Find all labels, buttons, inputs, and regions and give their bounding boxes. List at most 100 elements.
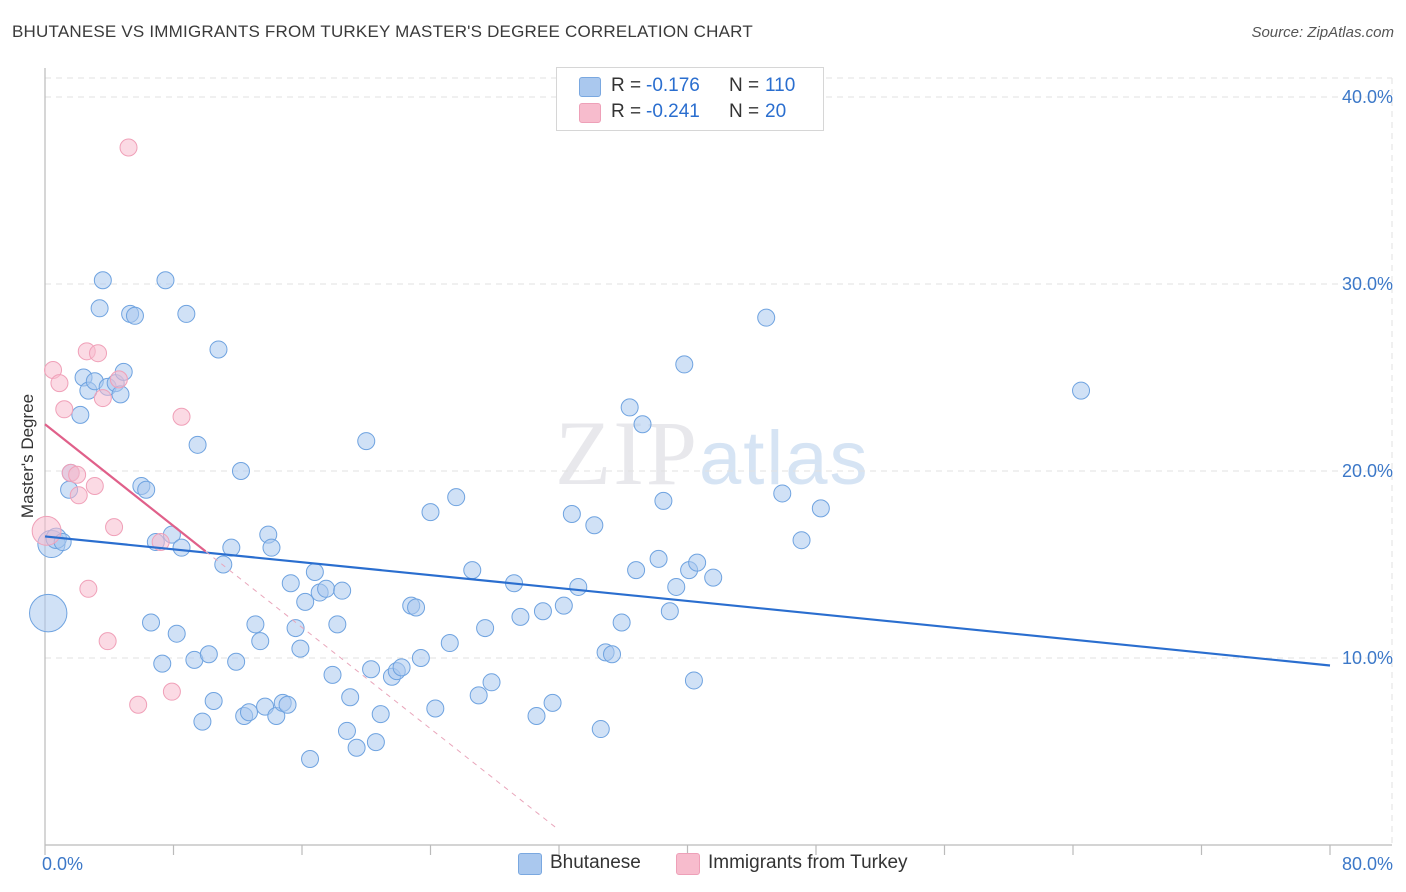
- point-turkey: [93, 389, 112, 408]
- point-turkey: [89, 344, 108, 363]
- data-points: [29, 138, 1091, 768]
- legend-swatch-turkey: [579, 103, 601, 123]
- point-bhutanese: [476, 619, 495, 638]
- point-bhutanese: [167, 624, 186, 643]
- point-bhutanese: [246, 615, 265, 634]
- point-bhutanese: [177, 304, 196, 323]
- point-bhutanese: [291, 639, 310, 658]
- watermark: ZIPatlas: [555, 400, 870, 506]
- watermark-zip: ZIP: [555, 402, 699, 504]
- point-turkey: [85, 476, 104, 495]
- point-bhutanese: [1072, 381, 1091, 400]
- point-bhutanese: [562, 505, 581, 524]
- point-turkey: [79, 579, 98, 598]
- grid: [45, 77, 1393, 845]
- point-bhutanese: [511, 607, 530, 626]
- point-bhutanese: [543, 693, 562, 712]
- point-bhutanese: [323, 665, 342, 684]
- legend-n-value: 20: [765, 101, 787, 122]
- point-bhutanese: [231, 462, 250, 480]
- point-bhutanese: [71, 405, 90, 424]
- point-bhutanese: [90, 299, 109, 318]
- y-tick-label: 10.0%: [1342, 648, 1393, 668]
- point-bhutanese: [554, 596, 573, 615]
- point-bhutanese: [93, 271, 112, 290]
- legend-swatch-bhutanese: [579, 77, 601, 97]
- point-bhutanese: [585, 516, 604, 535]
- y-axis-title: Master's Degree: [18, 394, 37, 518]
- point-bhutanese: [341, 688, 360, 707]
- source-label: Source: ZipAtlas.com: [1251, 24, 1394, 41]
- point-turkey: [151, 533, 170, 552]
- bottom-legend-label: Immigrants from Turkey: [708, 852, 908, 873]
- x-tick-label: 80.0%: [1342, 854, 1393, 874]
- point-bhutanese: [627, 561, 646, 580]
- point-bhutanese: [660, 602, 679, 621]
- point-bhutanese: [407, 598, 426, 617]
- point-bhutanese: [612, 613, 631, 632]
- legend-r-label: R =: [611, 75, 642, 96]
- stats-legend: R = -0.176 N = 110 R = -0.241 N = 20: [556, 67, 824, 131]
- point-bhutanese: [111, 385, 130, 404]
- trend-line-turkey: [44, 423, 207, 553]
- point-turkey: [98, 632, 117, 651]
- bottom-legend-swatch-bhutanese: [518, 853, 542, 875]
- point-turkey: [68, 465, 87, 484]
- point-bhutanese: [633, 415, 652, 434]
- point-turkey: [55, 400, 74, 419]
- bottom-legend-label: Bhutanese: [550, 852, 641, 873]
- point-bhutanese: [204, 692, 223, 711]
- point-bhutanese: [463, 561, 482, 580]
- trend-extension-turkey: [205, 551, 560, 831]
- point-bhutanese: [305, 562, 324, 581]
- point-bhutanese: [239, 703, 258, 722]
- point-bhutanese: [142, 613, 161, 632]
- point-bhutanese: [533, 602, 552, 621]
- point-bhutanese: [811, 499, 830, 518]
- point-bhutanese: [281, 574, 300, 593]
- point-bhutanese: [296, 592, 315, 611]
- point-bhutanese: [262, 538, 281, 557]
- point-bhutanese: [675, 355, 694, 374]
- legend-n-value: 110: [765, 75, 796, 96]
- point-turkey: [119, 138, 138, 157]
- point-bhutanese: [317, 579, 336, 598]
- axes: [44, 68, 1392, 855]
- point-bhutanese: [704, 568, 723, 587]
- point-bhutanese: [172, 538, 191, 557]
- trend-line-bhutanese: [44, 535, 1331, 667]
- point-bhutanese: [278, 695, 297, 714]
- point-bhutanese: [366, 733, 385, 752]
- legend-n-label: N =: [729, 75, 760, 96]
- point-bhutanese: [337, 721, 356, 740]
- legend-r-value: -0.176: [646, 75, 700, 96]
- point-bhutanese: [188, 435, 207, 454]
- point-bhutanese: [156, 271, 175, 290]
- legend-r-value: -0.241: [646, 101, 700, 122]
- point-bhutanese: [667, 577, 686, 596]
- point-bhutanese: [193, 712, 212, 731]
- point-turkey: [50, 374, 69, 393]
- point-bhutanese: [357, 432, 376, 451]
- bottom-legend-swatch-turkey: [676, 853, 700, 875]
- point-turkey: [69, 486, 88, 505]
- point-bhutanese: [469, 686, 488, 705]
- point-bhutanese: [411, 649, 430, 667]
- point-turkey: [129, 695, 148, 714]
- point-bhutanese: [591, 720, 610, 739]
- point-bhutanese: [137, 480, 156, 499]
- chart-title: BHUTANESE VS IMMIGRANTS FROM TURKEY MAST…: [12, 22, 753, 41]
- point-bhutanese: [251, 632, 270, 651]
- point-bhutanese: [757, 308, 776, 327]
- point-bhutanese: [684, 671, 703, 690]
- point-bhutanese: [482, 673, 501, 692]
- point-bhutanese: [29, 593, 68, 633]
- tick-labels: 10.0% 20.0% 30.0% 40.0% 0.0% 80.0% Master's De…: [18, 87, 1393, 874]
- point-bhutanese: [328, 615, 347, 634]
- point-bhutanese: [199, 645, 218, 664]
- point-turkey: [162, 682, 181, 701]
- y-tick-label: 20.0%: [1342, 461, 1393, 481]
- point-bhutanese: [347, 738, 366, 757]
- point-bhutanese: [214, 555, 233, 574]
